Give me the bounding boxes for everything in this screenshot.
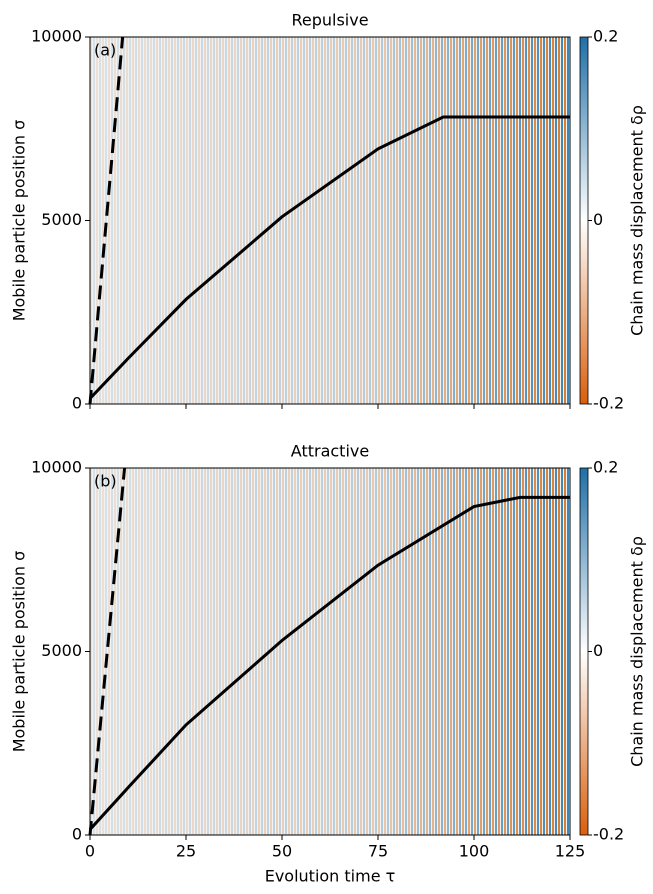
heatmap-texture xyxy=(90,37,570,404)
x-tick-label: 50 xyxy=(272,842,292,861)
colorbar-tick-label: 0.2 xyxy=(593,27,618,46)
y-axis-label: Mobile particle position σ xyxy=(10,551,29,753)
panel-title: Attractive xyxy=(291,442,369,461)
colorbar xyxy=(579,467,589,836)
y-tick-label: 10000 xyxy=(31,458,82,477)
trajectory xyxy=(88,36,125,405)
y-tick-label: 10000 xyxy=(31,27,82,46)
x-tick-label: 25 xyxy=(176,842,196,861)
y-tick-label: 5000 xyxy=(41,210,82,229)
trajectory xyxy=(88,495,570,831)
colorbar xyxy=(579,36,589,405)
trajectory xyxy=(88,467,127,836)
y-tick-label: 5000 xyxy=(41,641,82,660)
x-tick-label: 100 xyxy=(459,842,490,861)
panel-label: (b) xyxy=(94,472,117,491)
heatmap-texture xyxy=(90,468,570,835)
colorbar-tick-label: 0 xyxy=(593,641,603,660)
panel-label: (a) xyxy=(94,41,116,60)
colorbar-tick-label: -0.2 xyxy=(593,825,624,844)
trajectory xyxy=(88,115,570,400)
x-axis-label: Evolution time τ xyxy=(265,867,396,886)
x-tick-label: 75 xyxy=(368,842,388,861)
x-tick-label: 0 xyxy=(85,842,95,861)
colorbar-tick-label: 0.2 xyxy=(593,458,618,477)
y-axis-label: Mobile particle position σ xyxy=(10,120,29,322)
y-tick-label: 0 xyxy=(72,394,82,413)
colorbar-label: Chain mass displacement δρ xyxy=(628,105,647,336)
colorbar-tick-label: 0 xyxy=(593,210,603,229)
colorbar-tick-label: -0.2 xyxy=(593,394,624,413)
y-tick-label: 0 xyxy=(72,825,82,844)
plot-frame xyxy=(89,36,571,405)
colorbar-label: Chain mass displacement δρ xyxy=(628,536,647,767)
x-tick-label: 125 xyxy=(555,842,586,861)
plot-frame xyxy=(89,467,571,836)
panel-title: Repulsive xyxy=(291,11,368,30)
